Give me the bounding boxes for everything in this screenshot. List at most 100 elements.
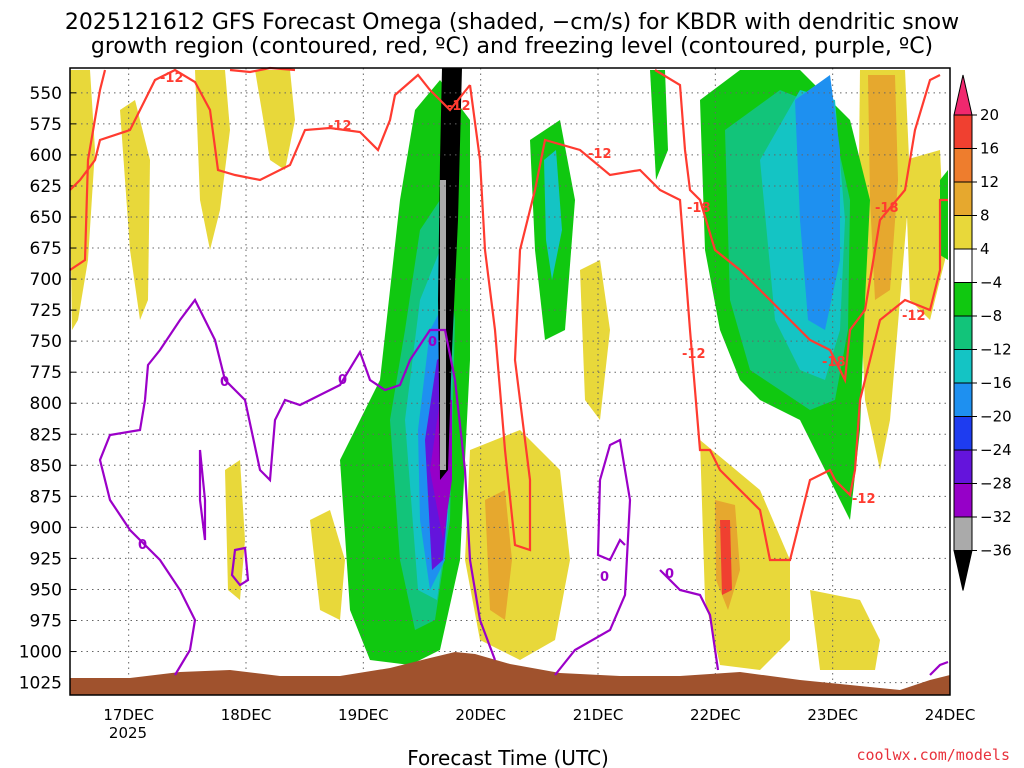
colorbar-swatch [953,181,973,216]
y-tick-label: 950 [30,580,62,600]
red-contour-label: -12 [682,347,706,362]
purple-contour [929,660,949,676]
colorbar-swatch [953,516,973,551]
purple-contour [659,569,720,671]
red-contour [69,69,107,271]
colorbar-label: −4 [980,274,1002,292]
red-contour-label: -18 [822,355,846,370]
colorbar-label: 20 [980,106,999,124]
x-tick-label: 21DEC [573,706,624,724]
terrain-ground [70,652,950,695]
purple-contour-label: 0 [220,375,229,390]
purple-contour [198,449,207,541]
y-tick-label: 1025 [19,674,62,694]
omega-patch [810,590,880,670]
omega-patch [544,150,562,280]
colorbar-label: −8 [980,307,1002,325]
purple-contour-label: 0 [428,335,437,350]
x-year-label: 2025 [109,724,147,742]
colorbar-swatch [953,148,973,183]
colorbar-label: −12 [980,341,1012,359]
y-tick-label: 925 [30,549,62,569]
omega-patch [255,70,295,170]
red-contour-label: -18 [687,201,711,216]
colorbar-label: −36 [980,542,1012,560]
chart-title-line2: growth region (contoured, red, ºC) and f… [91,34,933,59]
red-contour [229,66,296,74]
y-tick-label: 850 [30,456,62,476]
omega-patch [440,180,446,470]
colorbar-label: −32 [980,508,1012,526]
y-tick-label: 700 [30,270,62,290]
y-tick-label: 550 [30,84,62,104]
chart-title-line1: 2025121612 GFS Forecast Omega (shaded, −… [65,10,959,35]
colorbar-swatch [953,382,973,417]
plot-area [69,66,951,696]
y-tick-label: 1000 [19,643,62,663]
colorbar-label: −24 [980,441,1012,459]
y-tick-label: 775 [30,363,62,383]
red-contour-label: -12 [328,119,352,134]
x-tick-label: 24DEC [925,706,976,724]
y-tick-label: 750 [30,332,62,352]
colorbar-label: 12 [980,173,999,191]
purple-contour [98,297,497,676]
colorbar-top-arrow [953,74,973,116]
red-contour [69,68,471,191]
omega-patch [225,460,245,600]
y-tick-label: 975 [30,612,62,632]
colorbar-swatch [953,114,973,149]
omega-patch [310,510,345,620]
plot-frame [69,67,951,696]
y-tick-label: 725 [30,301,62,321]
red-contour [654,69,941,384]
y-tick-label: 650 [30,208,62,228]
red-contour-label: -12 [902,309,926,324]
red-contour-label: -12 [588,147,612,162]
colorbar-swatch [953,483,973,518]
omega-patch [650,70,668,180]
purple-contour [230,546,250,587]
colorbar-label: 16 [980,140,999,158]
credit-text: coolwx.com/models [856,746,1010,764]
x-tick-label: 18DEC [221,706,272,724]
colorbar-swatch [953,215,973,250]
colorbar-swatch [953,416,973,451]
x-tick-label: 19DEC [338,706,389,724]
colorbar-label: −28 [980,475,1012,493]
purple-contour-label: 0 [138,538,147,553]
omega-patch [905,150,945,320]
x-tick-label: 23DEC [807,706,858,724]
colorbar-swatch [953,248,973,283]
purple-contour-label: 0 [600,570,609,585]
colorbar-swatch [953,449,973,484]
omega-patch [940,170,948,260]
red-contour-label: -12 [852,492,876,507]
red-contour-label: -12 [447,99,471,114]
colorbar-swatch [953,349,973,384]
x-axis-label: Forecast Time (UTC) [407,746,609,768]
colorbar-swatch [953,282,973,317]
colorbar-label: 8 [980,207,990,225]
y-tick-label: 825 [30,425,62,445]
y-tick-label: 875 [30,487,62,507]
red-contour [468,84,948,562]
colorbar-swatch [953,315,973,350]
y-tick-label: 675 [30,239,62,259]
colorbar: 20 16 12 8 4 −4 −8 −12 −16 −20 −24 −28 −32 −36 [953,74,1012,591]
colorbar-label: −20 [980,408,1012,426]
purple-contour-label: 0 [338,373,347,388]
y-tick-label: 900 [30,518,62,538]
omega-patch [795,75,840,330]
x-tick-label: 22DEC [690,706,741,724]
y-tick-label: 575 [30,115,62,135]
red-contour-label: -12 [160,71,184,86]
red-contour-label: -18 [875,201,899,216]
x-tick-label: 17DEC [103,706,154,724]
purple-contour [554,438,632,676]
omega-patch [720,520,732,595]
omega-patch [580,260,610,420]
colorbar-label: −16 [980,374,1012,392]
